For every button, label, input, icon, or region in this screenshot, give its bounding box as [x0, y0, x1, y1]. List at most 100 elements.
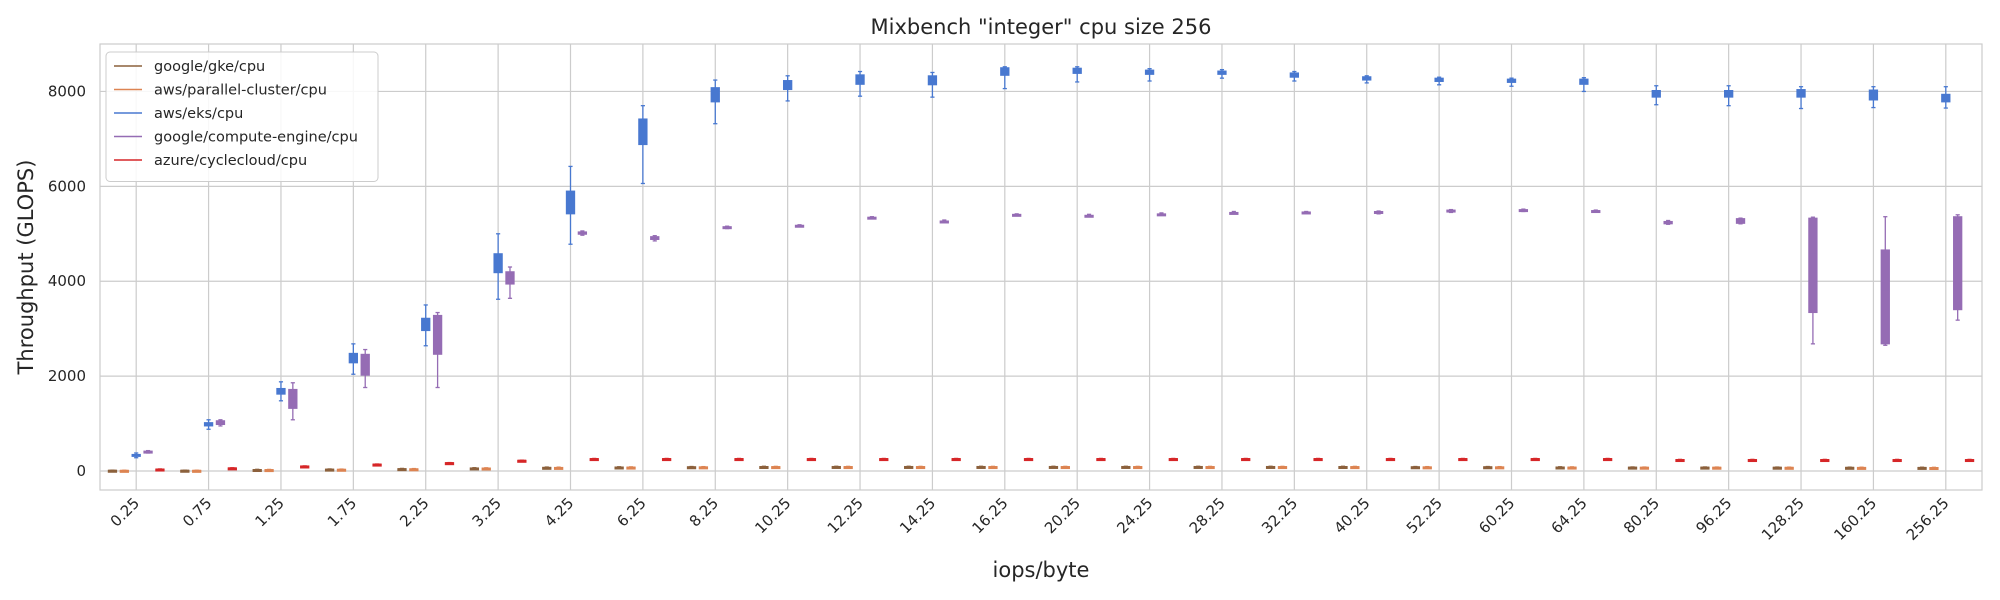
x-tick-label: 0.25 [107, 494, 143, 530]
box-mark [855, 70, 865, 97]
x-tick-label: 96.25 [1692, 494, 1735, 537]
box-mark [1868, 86, 1879, 109]
legend-label: google/gke/cpu [154, 59, 265, 75]
x-tick-label: 16.25 [969, 494, 1012, 537]
box-mark [155, 468, 165, 472]
legend-label: google/compute-engine/cpu [154, 130, 358, 146]
box-mark [1892, 458, 1902, 463]
box-mark [493, 233, 503, 300]
legend-item: aws/eks/cpu [114, 106, 243, 122]
x-tick-label: 12.25 [824, 494, 867, 537]
box-mark [904, 465, 914, 469]
plot-frame [99, 43, 1983, 491]
box-mark [915, 465, 926, 470]
box-mark [1422, 465, 1432, 470]
chart-title: Mixbench "integer" cpu size 256 [871, 15, 1212, 39]
box-mark [1579, 77, 1589, 93]
box-mark [1518, 208, 1529, 213]
series-google-compute-engine-cpu [143, 208, 1963, 454]
box-mark [324, 468, 335, 472]
box-mark [661, 457, 672, 462]
x-tick-label: 1.75 [324, 494, 360, 530]
box-mark [1494, 465, 1505, 470]
box-mark [1168, 457, 1178, 462]
legend-item: google/compute-engine/cpu [114, 130, 358, 146]
box-mark [1144, 68, 1155, 82]
box-mark [1675, 458, 1685, 463]
box-mark [1591, 209, 1601, 214]
y-tick-label: 0 [76, 462, 86, 480]
box-mark [409, 467, 419, 472]
box-mark [1217, 68, 1227, 79]
box-mark [131, 452, 141, 459]
box-iqr [1808, 217, 1818, 314]
box-mark [372, 463, 382, 467]
box-mark [939, 219, 949, 224]
box-mark [397, 467, 407, 472]
box-mark [1446, 208, 1456, 214]
box-mark [1338, 465, 1348, 470]
box-mark [336, 468, 347, 472]
box-mark [1060, 465, 1070, 470]
box-mark [759, 465, 769, 470]
box-iqr [710, 87, 720, 103]
box-mark [1048, 465, 1059, 469]
box-mark [1772, 466, 1782, 470]
x-tick-label: 60.25 [1475, 494, 1518, 537]
box-mark [1820, 458, 1830, 463]
box-mark [698, 465, 709, 470]
box-mark [1796, 86, 1806, 110]
box-mark [469, 467, 480, 471]
box-mark [1121, 465, 1131, 469]
x-tick-label: 64.25 [1548, 494, 1591, 537]
box-mark [1856, 466, 1867, 470]
x-tick-label: 40.25 [1330, 494, 1373, 537]
box-iqr [360, 353, 370, 376]
box-mark [1012, 213, 1022, 217]
box-mark [1000, 66, 1010, 90]
box-mark [1434, 76, 1444, 86]
legend-item: azure/cyclecloud/cpu [114, 153, 307, 169]
box-mark [589, 457, 599, 462]
box-mark [1712, 466, 1722, 470]
box-mark [722, 225, 732, 230]
y-axis-label: Throughput (GLOPS) [14, 160, 38, 376]
box-mark [1663, 219, 1673, 225]
box-mark [1301, 210, 1311, 215]
box-mark [192, 469, 202, 473]
box-mark [542, 466, 552, 470]
box-mark [1845, 466, 1855, 470]
box-mark [614, 466, 624, 470]
box-mark [976, 465, 986, 469]
box-mark [143, 449, 153, 454]
box-mark [710, 79, 720, 125]
box-mark [1156, 212, 1167, 217]
box-mark [1723, 85, 1734, 107]
box-mark [1072, 66, 1082, 83]
box-iqr [288, 388, 298, 409]
box-mark [517, 459, 527, 463]
box-mark [1410, 465, 1421, 470]
box-mark [553, 466, 564, 470]
box-mark [1747, 458, 1758, 463]
box-mark [1023, 457, 1034, 462]
box-mark [300, 465, 310, 469]
legend-label: azure/cyclecloud/cpu [154, 153, 307, 169]
box-mark [1941, 86, 1951, 109]
box-mark [1735, 217, 1746, 225]
box-mark [1964, 458, 1975, 463]
box-mark [1953, 214, 1963, 321]
box-mark [1385, 457, 1396, 462]
box-mark [203, 419, 214, 430]
box-mark [988, 465, 998, 470]
box-mark [565, 165, 576, 245]
box-mark [1917, 466, 1927, 470]
legend: google/gke/cpu aws/parallel-cluster/cpu aw… [105, 51, 379, 182]
series-aws-eks-cpu [131, 66, 1951, 459]
box-mark [1929, 466, 1939, 471]
box-mark [1627, 466, 1638, 470]
box-mark [927, 71, 938, 98]
box-iqr [782, 80, 793, 91]
box-mark [215, 419, 226, 427]
